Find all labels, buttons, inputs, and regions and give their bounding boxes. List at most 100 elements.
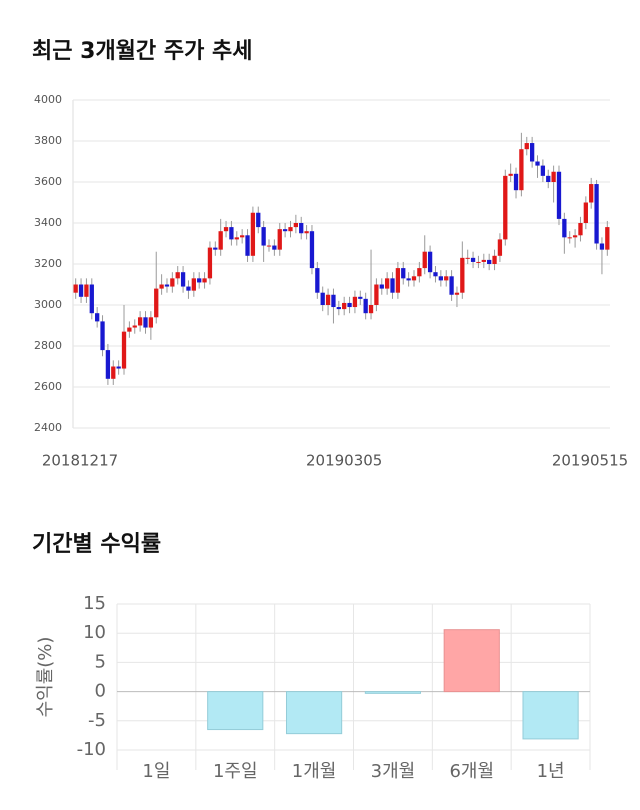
candle-body (470, 257, 476, 262)
candle-body (266, 245, 272, 247)
y-tick-label: 10 (83, 622, 106, 643)
candle-body (143, 317, 148, 328)
candle-body (223, 227, 229, 232)
candle-body (433, 272, 438, 277)
candle-body (342, 302, 347, 310)
candle-body (529, 143, 535, 162)
candle-body (213, 247, 218, 250)
candle-body (438, 276, 443, 281)
candle-body (95, 313, 100, 322)
candle-body (384, 278, 390, 289)
candle-body (562, 218, 567, 238)
candle-body (116, 366, 121, 369)
candle-body (84, 284, 89, 297)
candle-body (524, 143, 529, 150)
y-tick-label: 2400 (34, 421, 62, 434)
x-tick-label: 1개월 (292, 761, 337, 782)
candle-body (191, 278, 196, 291)
candle-body (368, 305, 374, 314)
candle-body (503, 175, 508, 240)
candle-body (121, 331, 127, 369)
candle-body (132, 325, 137, 328)
candle-body (572, 235, 578, 238)
candle-body (454, 292, 460, 295)
candle-body (245, 235, 250, 256)
candle-body (492, 255, 497, 264)
candle-body (202, 278, 207, 283)
candle-body (89, 284, 94, 314)
candle-body (186, 286, 191, 291)
candle-body (229, 227, 234, 240)
bar (522, 691, 579, 740)
y-tick-label: 3400 (34, 216, 62, 229)
candle-body (100, 321, 105, 351)
candle-body (240, 235, 245, 238)
candle-body (250, 212, 256, 256)
x-tick-label: 20190305 (306, 452, 382, 470)
candle-body (331, 294, 336, 308)
candle-body (551, 171, 556, 182)
y-tick-label: 5 (95, 651, 106, 672)
y-tick-label: -10 (77, 739, 106, 760)
candle-body (460, 257, 465, 293)
candle-body (395, 268, 401, 293)
candle-body (379, 284, 384, 289)
bar (207, 691, 264, 731)
y-tick-label: 15 (83, 593, 106, 614)
candle-body (73, 284, 78, 293)
candle-body (272, 245, 277, 250)
y-tick-label: 3000 (34, 298, 62, 311)
candle-body (180, 272, 186, 287)
candle-body (513, 173, 519, 191)
candle-body (325, 294, 331, 305)
candle-body (127, 327, 132, 332)
y-tick-label: 3200 (34, 257, 62, 270)
candle-body (411, 276, 417, 281)
candle-body (137, 317, 143, 326)
y-tick-label: 3600 (34, 175, 62, 188)
candle-body (277, 229, 282, 250)
candle-body (197, 278, 202, 283)
candle-body (175, 272, 180, 279)
candle-body (347, 302, 352, 308)
candle-body (540, 165, 546, 176)
candle-body (390, 278, 395, 293)
candle-body (111, 366, 116, 379)
y-tick-label: 0 (95, 681, 106, 702)
candle-body (546, 175, 551, 182)
candle-body (401, 268, 406, 279)
candle-body (374, 284, 379, 305)
candle-body (148, 317, 154, 328)
x-tick-label: 1주일 (213, 761, 258, 782)
candle-body (487, 259, 492, 264)
candle-body (164, 284, 170, 287)
chart-title: 기간별 수익률 (32, 532, 161, 557)
y-tick-label: 3800 (34, 134, 62, 147)
y-axis-label: 수익률(%) (35, 637, 56, 718)
candle-body (535, 161, 540, 166)
x-tick-label: 1일 (142, 761, 170, 782)
candle-body (476, 261, 481, 263)
chart-title: 최근 3개월간 주가 추세 (32, 39, 252, 64)
candle-body (519, 149, 524, 191)
candle-body (154, 288, 159, 318)
candle-body (497, 239, 503, 256)
y-tick-label: 2600 (34, 380, 62, 393)
candle-body (304, 231, 309, 234)
candle-body (261, 227, 266, 246)
bar (364, 691, 422, 694)
candle-body (78, 284, 84, 297)
candle-body (170, 278, 175, 287)
x-tick-label: 3개월 (371, 761, 416, 782)
candle-body (282, 229, 288, 232)
candle-body (444, 276, 449, 281)
x-tick-label: 6개월 (449, 761, 494, 782)
candle-body (159, 284, 164, 289)
candle-body (234, 237, 239, 240)
candle-body (578, 223, 583, 236)
x-tick-label: 20190515 (552, 452, 628, 470)
x-tick-label: 1년 (537, 761, 565, 782)
y-tick-label: 4000 (34, 93, 62, 106)
candle-body (256, 212, 261, 228)
